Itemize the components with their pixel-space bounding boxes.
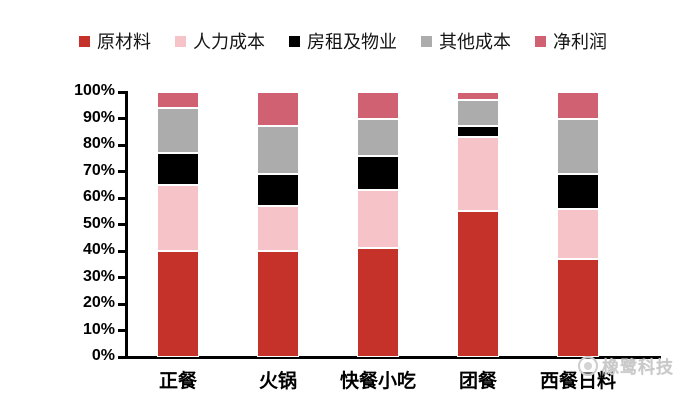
bar-segment-人力成本-火锅 (257, 205, 299, 251)
bar-segment-人力成本-西餐日料 (557, 208, 599, 259)
bar-segment-房租及物业-快餐小吃 (357, 155, 399, 191)
y-axis-tick-label: 10% (82, 320, 115, 338)
x-category-label: 快餐小吃 (339, 371, 416, 392)
bar-segment-人力成本-团餐 (457, 137, 499, 212)
y-axis-line (125, 91, 128, 359)
y-axis-tick-label: 30% (82, 267, 115, 285)
x-category-label: 西餐日料 (539, 371, 616, 392)
x-category-label: 火锅 (258, 371, 297, 392)
bar-segment-原材料-正餐 (157, 251, 199, 357)
y-axis-tick (118, 355, 127, 359)
legend-item-net-profit: 净利润 (535, 28, 607, 54)
watermark-logo-icon (578, 355, 598, 376)
x-axis-line (125, 356, 661, 359)
legend-item-labor-cost: 人力成本 (175, 28, 265, 54)
legend-swatch-rent-property-icon (289, 35, 300, 47)
legend: 原材料 人力成本 房租及物业 其他成本 净利润 (0, 26, 686, 56)
bar-segment-房租及物业-团餐 (457, 126, 499, 138)
legend-swatch-labor-cost-icon (175, 35, 186, 47)
watermark: 橡鹭科技 (578, 353, 674, 378)
y-axis-tick (118, 249, 127, 253)
y-axis-tick (118, 170, 127, 173)
bar-segment-净利润-西餐日料 (557, 92, 599, 119)
bar-segment-其他成本-正餐 (157, 107, 199, 153)
y-axis-tick-label: 0% (91, 347, 115, 364)
bar-segment-净利润-火锅 (257, 92, 299, 127)
y-axis-tick-label: 70% (82, 161, 115, 179)
y-axis-tick-label: 20% (82, 294, 115, 311)
y-axis-tick (118, 302, 127, 306)
legend-label: 房租及物业 (307, 32, 397, 52)
bar-segment-原材料-西餐日料 (557, 258, 599, 357)
x-category-label: 正餐 (158, 371, 197, 392)
bar-segment-净利润-正餐 (157, 92, 199, 108)
bar-segment-人力成本-快餐小吃 (357, 190, 399, 249)
legend-swatch-other-costs-icon (421, 35, 432, 47)
y-axis-tick-label: 90% (82, 108, 115, 126)
bar-segment-原材料-团餐 (457, 211, 499, 357)
legend-label: 净利润 (553, 32, 607, 52)
legend-swatch-raw-materials-icon (79, 35, 90, 47)
y-axis-tick (118, 276, 127, 279)
y-axis-tick-label: 50% (82, 214, 115, 232)
y-axis-tick (118, 143, 127, 147)
bar-segment-原材料-火锅 (257, 251, 299, 357)
y-axis-tick (118, 90, 127, 94)
y-axis-tick (118, 223, 127, 226)
y-axis-tick (118, 329, 127, 332)
legend-label: 人力成本 (193, 32, 265, 52)
y-axis-tick (118, 117, 127, 120)
bar-segment-房租及物业-正餐 (157, 152, 199, 185)
y-axis-tick (118, 196, 127, 200)
bar-segment-其他成本-团餐 (457, 99, 499, 127)
bar-segment-其他成本-快餐小吃 (357, 118, 399, 156)
bar-segment-其他成本-西餐日料 (557, 118, 599, 175)
bar-segment-房租及物业-西餐日料 (557, 174, 599, 209)
bar-segment-房租及物业-火锅 (257, 174, 299, 206)
y-axis-tick-label: 80% (82, 135, 115, 152)
y-axis-tick-label: 40% (82, 241, 115, 258)
watermark-text: 橡鹭科技 (602, 358, 674, 377)
bar-segment-原材料-快餐小吃 (357, 248, 399, 357)
x-category-label: 团餐 (458, 371, 497, 392)
bar-segment-净利润-团餐 (457, 92, 499, 100)
y-axis-tick-label: 60% (82, 188, 115, 205)
legend-label: 原材料 (97, 32, 151, 52)
legend-item-rent-property: 房租及物业 (289, 28, 397, 54)
legend-item-raw-materials: 原材料 (79, 28, 151, 54)
legend-item-other-costs: 其他成本 (421, 28, 511, 54)
bar-segment-其他成本-火锅 (257, 126, 299, 175)
bar-segment-人力成本-正餐 (157, 184, 199, 251)
bar-segment-净利润-快餐小吃 (357, 92, 399, 119)
legend-swatch-net-profit-icon (535, 35, 546, 47)
y-axis-tick-label: 100% (74, 82, 115, 99)
legend-label: 其他成本 (439, 32, 511, 52)
